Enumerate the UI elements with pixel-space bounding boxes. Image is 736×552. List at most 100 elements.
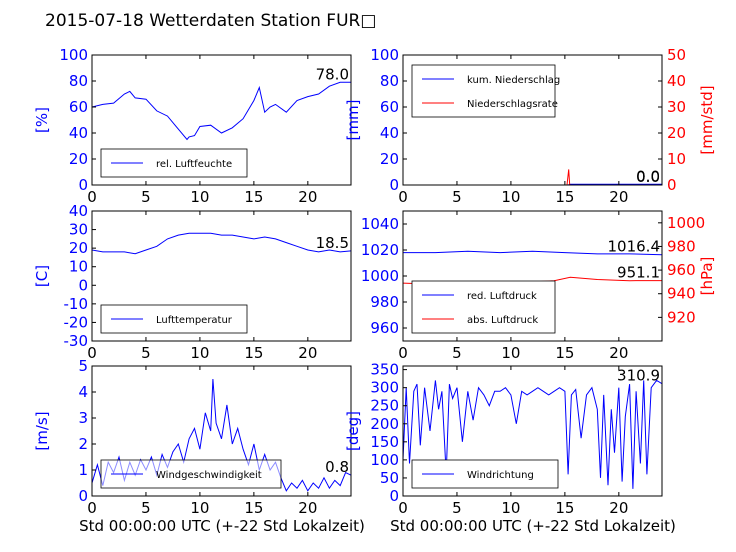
axes-frame <box>91 210 352 342</box>
legend-label: Windrichtung <box>467 470 534 481</box>
x-tick-label: 0 <box>87 344 97 362</box>
last-value-right-label: 951.1 <box>617 264 660 282</box>
y-tick-label: 80 <box>69 72 88 90</box>
y-right-tick-label: 20 <box>667 124 686 142</box>
y-tick-label: 30 <box>69 221 88 239</box>
y-tick-label: 150 <box>370 433 399 451</box>
y-right-tick-label: 920 <box>667 308 696 326</box>
y-tick-label: 960 <box>370 319 399 337</box>
y-tick-label: -10 <box>64 295 89 313</box>
axes-frame <box>402 365 663 497</box>
x-axis-label-right: Std 00:00:00 UTC (+-22 Std Lokalzeit) <box>390 517 676 535</box>
y-tick-label: 5 <box>78 357 88 375</box>
subplot-3: 0 5 10 15 20-30-20-10010203040[C]Lufttempera… <box>33 202 352 362</box>
y-right-tick-label: 980 <box>667 237 696 255</box>
x-tick-label: 5 <box>452 188 462 206</box>
last-value-label: 18.5 <box>316 234 349 252</box>
y-right-tick-label: 960 <box>667 261 696 279</box>
x-tick-label: 15 <box>555 499 574 517</box>
y-tick-label: 1 <box>78 461 88 479</box>
y-tick-label: 300 <box>370 379 399 397</box>
x-tick-label: 10 <box>501 499 520 517</box>
axes-frame <box>91 365 352 497</box>
y-tick-label: 1000 <box>361 267 399 285</box>
y-tick-label: 50 <box>380 469 399 487</box>
x-tick-label: 15 <box>555 188 574 206</box>
y-tick-label: 40 <box>380 124 399 142</box>
x-tick-label: 0 <box>87 499 97 517</box>
y-tick-label: 80 <box>380 72 399 90</box>
x-tick-label: 5 <box>452 499 462 517</box>
y-tick-label: 60 <box>380 98 399 116</box>
x-tick-label: 5 <box>141 344 151 362</box>
y-tick-label: 20 <box>380 150 399 168</box>
legend-label: rel. Luftfeuchte <box>156 159 232 170</box>
last-value-label: 78.0 <box>316 65 349 83</box>
x-tick-label: 0 <box>398 344 408 362</box>
x-tick-label: 10 <box>190 344 209 362</box>
y-tick-label: 20 <box>69 239 88 257</box>
legend-label: red. Luftdruck <box>467 291 537 302</box>
y-axis-label: [%] <box>33 107 51 133</box>
y-right-tick-label: 0 <box>667 176 677 194</box>
y-right-tick-label: 10 <box>667 150 686 168</box>
y-tick-label: 4 <box>78 383 88 401</box>
y-right-tick-label: 1000 <box>667 214 705 232</box>
x-tick-label: 20 <box>609 188 628 206</box>
y-tick-label: 100 <box>370 46 399 64</box>
axes-frame <box>402 54 663 186</box>
y-tick-label: -30 <box>64 332 89 350</box>
y-tick-label: 200 <box>370 415 399 433</box>
last-value-label: 1016.4 <box>608 238 661 256</box>
y-axis-label: [deg] <box>344 411 362 451</box>
x-tick-label: 20 <box>298 188 317 206</box>
x-tick-label: 10 <box>190 188 209 206</box>
x-tick-label: 15 <box>555 344 574 362</box>
figure-title: 2015-07-18 Wetterdaten Station FUR□ <box>45 11 376 31</box>
y-tick-label: 0 <box>389 487 399 505</box>
x-tick-label: 0 <box>398 499 408 517</box>
y-tick-label: 0 <box>78 487 88 505</box>
y-tick-label: 100 <box>59 46 88 64</box>
series-line-1 <box>403 379 662 489</box>
y-tick-label: -20 <box>64 313 89 331</box>
subplot-2: 0 5 10 15 20 0 20 40 60 80 100 0 10 20 30 40 50 [mm] [mm/s… <box>344 46 716 206</box>
y-tick-label: 0 <box>389 176 399 194</box>
x-axis-label-left: Std 00:00:00 UTC (+-22 Std Lokalzeit) <box>79 517 365 535</box>
legend-box <box>411 64 556 118</box>
y-tick-label: 980 <box>370 293 399 311</box>
y-tick-label: 20 <box>69 150 88 168</box>
y-tick-label: 3 <box>78 409 88 427</box>
y-tick-label: 1040 <box>361 215 399 233</box>
series-line-2 <box>403 169 662 185</box>
x-tick-label: 5 <box>141 188 151 206</box>
x-tick-label: 20 <box>298 499 317 517</box>
y-axis-label: [mm] <box>344 100 362 141</box>
x-tick-label: 10 <box>501 344 520 362</box>
legend-label: Niederschlagsrate <box>467 99 558 110</box>
last-value-right-label: 0.0 <box>636 168 660 186</box>
y-tick-label: 0 <box>78 176 88 194</box>
y-tick-label: 2 <box>78 435 88 453</box>
series-line-1 <box>92 81 351 141</box>
y-right-tick-label: 940 <box>667 285 696 303</box>
x-tick-label: 20 <box>609 344 628 362</box>
y-tick-label: 40 <box>69 124 88 142</box>
x-tick-label: 15 <box>244 188 263 206</box>
series-line-1 <box>403 250 662 256</box>
y-tick-label: 1020 <box>361 241 399 259</box>
x-tick-label: 10 <box>190 499 209 517</box>
x-tick-label: 20 <box>298 344 317 362</box>
y-tick-label: 250 <box>370 397 399 415</box>
last-value-label: 0.8 <box>325 458 349 476</box>
y-right-tick-label: 50 <box>667 46 686 64</box>
subplot-6: 0 5 10 15 20050100150200250300350[deg]Windri… <box>344 361 663 517</box>
x-tick-label: 20 <box>609 499 628 517</box>
x-tick-label: 15 <box>244 499 263 517</box>
axes-frame <box>91 54 352 186</box>
x-tick-label: 5 <box>141 499 151 517</box>
last-value-label: 310.9 <box>617 367 660 385</box>
y-tick-label: 60 <box>69 98 88 116</box>
